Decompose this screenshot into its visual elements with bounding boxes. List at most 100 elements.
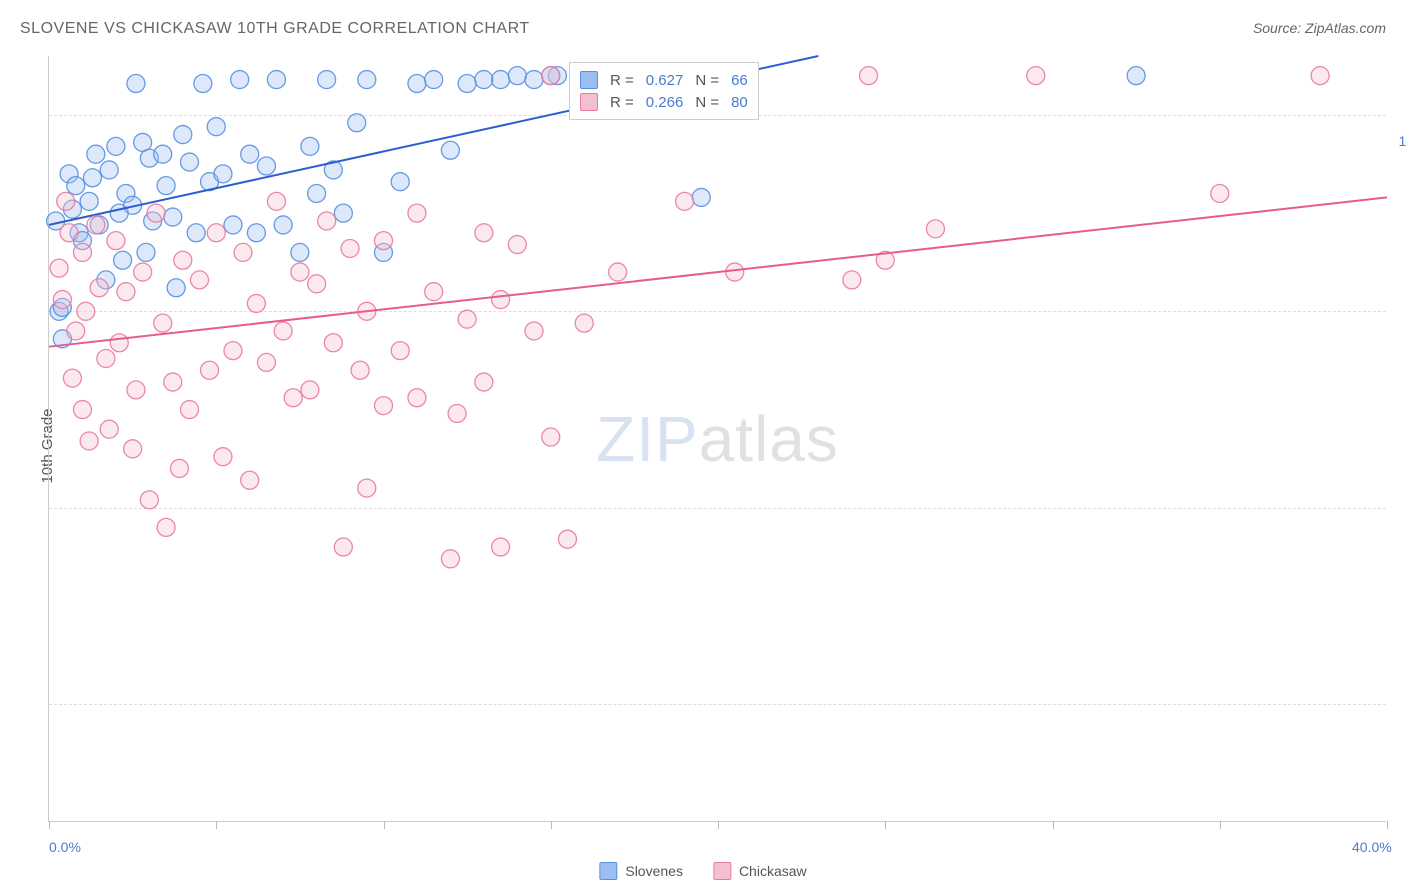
data-point [180,401,198,419]
plot-area: ZIPatlas 85.0%90.0%95.0%100.0%0.0%40.0%R… [48,56,1386,822]
data-point [80,432,98,450]
stat-r-label: R = [610,72,634,89]
data-point [508,236,526,254]
stat-r-label: R = [610,94,634,111]
data-point [50,259,68,277]
data-point [137,243,155,261]
data-point [692,188,710,206]
data-point [324,334,342,352]
data-point [110,334,128,352]
data-point [241,145,259,163]
x-tick [49,821,50,829]
data-point [170,459,188,477]
data-point [308,275,326,293]
data-point [83,169,101,187]
data-point [224,216,242,234]
data-point [214,448,232,466]
data-point [375,232,393,250]
data-point [351,361,369,379]
data-point [391,173,409,191]
data-point [425,283,443,301]
data-point [301,381,319,399]
data-point [318,212,336,230]
x-tick-label: 40.0% [1352,839,1392,855]
x-tick [551,821,552,829]
data-point [57,192,75,210]
data-point [127,74,145,92]
data-point [441,550,459,568]
x-tick [1387,821,1388,829]
data-point [267,192,285,210]
data-point [224,342,242,360]
legend-bottom: Slovenes Chickasaw [599,862,806,880]
data-point [117,283,135,301]
data-point [257,353,275,371]
data-point [207,118,225,136]
data-point [441,141,459,159]
chart-title: SLOVENE VS CHICKASAW 10TH GRADE CORRELAT… [20,20,530,38]
y-tick-label: 95.0% [1391,329,1406,345]
data-point [87,216,105,234]
data-point [214,165,232,183]
data-point [525,71,543,89]
stats-legend: R =0.627N =66R =0.266N =80 [569,62,759,120]
chart-root: SLOVENE VS CHICKASAW 10TH GRADE CORRELAT… [0,0,1406,892]
data-point [475,224,493,242]
data-point [334,538,352,556]
legend-label: Chickasaw [739,863,807,879]
data-point [164,373,182,391]
data-point [247,294,265,312]
data-point [87,145,105,163]
data-point [475,71,493,89]
x-tick [718,821,719,829]
data-point [301,137,319,155]
legend-label: Slovenes [625,863,683,879]
data-point [358,71,376,89]
data-point [843,271,861,289]
data-point [609,263,627,281]
stat-n-value: 66 [731,72,748,89]
data-point [63,369,81,387]
data-point [1027,67,1045,85]
x-tick-label: 0.0% [49,839,81,855]
data-point [107,137,125,155]
data-point [341,239,359,257]
data-point [408,389,426,407]
data-point [191,271,209,289]
data-point [231,71,249,89]
data-point [542,67,560,85]
data-point [458,310,476,328]
y-tick-label: 90.0% [1391,526,1406,542]
stat-r-value: 0.627 [646,72,684,89]
data-point [508,67,526,85]
stats-legend-row: R =0.266N =80 [580,91,748,113]
chart-svg [49,56,1387,822]
data-point [147,204,165,222]
data-point [100,420,118,438]
data-point [475,373,493,391]
data-point [77,302,95,320]
stats-legend-row: R =0.627N =66 [580,69,748,91]
data-point [1211,184,1229,202]
data-point [274,322,292,340]
data-point [492,538,510,556]
data-point [157,518,175,536]
data-point [492,71,510,89]
legend-swatch [580,93,598,111]
data-point [140,491,158,509]
data-point [308,184,326,202]
data-point [492,291,510,309]
legend-item: Slovenes [599,862,683,880]
data-point [558,530,576,548]
y-tick-label: 85.0% [1391,722,1406,738]
data-point [1311,67,1329,85]
data-point [257,157,275,175]
y-tick-label: 100.0% [1391,133,1406,149]
data-point [174,126,192,144]
data-point [157,177,175,195]
stat-r-value: 0.266 [646,94,684,111]
stat-n-label: N = [695,94,719,111]
x-tick [216,821,217,829]
legend-swatch [580,71,598,89]
data-point [187,224,205,242]
